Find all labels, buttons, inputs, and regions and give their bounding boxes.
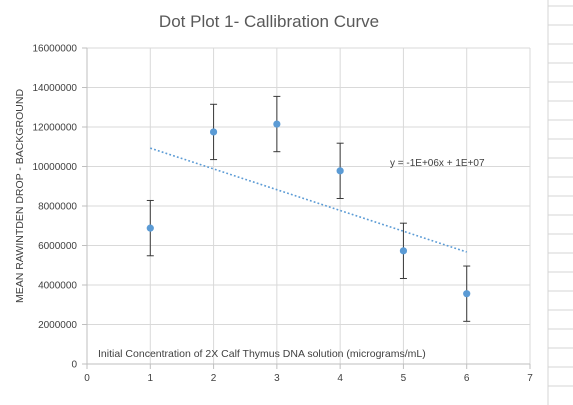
y-axis-label: MEAN RAWINTDEN DROP - BACKGROUND	[14, 89, 26, 304]
y-tick-label: 2000000	[38, 320, 77, 331]
y-tick-label: 10000000	[33, 162, 78, 173]
chart-title: Dot Plot 1- Callibration Curve	[159, 12, 379, 31]
trendline-equation: y = -1E+06x + 1E+07	[390, 158, 485, 169]
data-point[interactable]	[399, 247, 408, 255]
data-point[interactable]	[273, 120, 281, 128]
x-tick-label: 7	[527, 373, 533, 384]
x-tick-label: 0	[84, 373, 90, 384]
linear-trendline	[150, 147, 467, 253]
y-tick-label: 8000000	[38, 202, 77, 213]
data-point[interactable]	[146, 224, 154, 232]
y-tick-label: 12000000	[33, 123, 78, 134]
data-point[interactable]	[463, 290, 471, 298]
x-axis-label: Initial Concentration of 2X Calf Thymus …	[98, 348, 426, 360]
y-tick-label: 0	[71, 360, 77, 371]
y-tick-label: 14000000	[33, 83, 78, 94]
x-tick-label: 3	[274, 373, 280, 384]
y-tick-label: 4000000	[38, 281, 77, 292]
data-point[interactable]	[336, 167, 344, 175]
y-tick-label: 6000000	[38, 241, 77, 252]
y-tick-label: 16000000	[33, 44, 78, 55]
x-tick-label: 6	[464, 373, 470, 384]
x-tick-label: 2	[211, 373, 217, 384]
x-tick-label: 5	[401, 373, 407, 384]
x-tick-label: 4	[337, 373, 343, 384]
x-tick-label: 1	[148, 373, 154, 384]
data-point[interactable]	[209, 128, 218, 136]
